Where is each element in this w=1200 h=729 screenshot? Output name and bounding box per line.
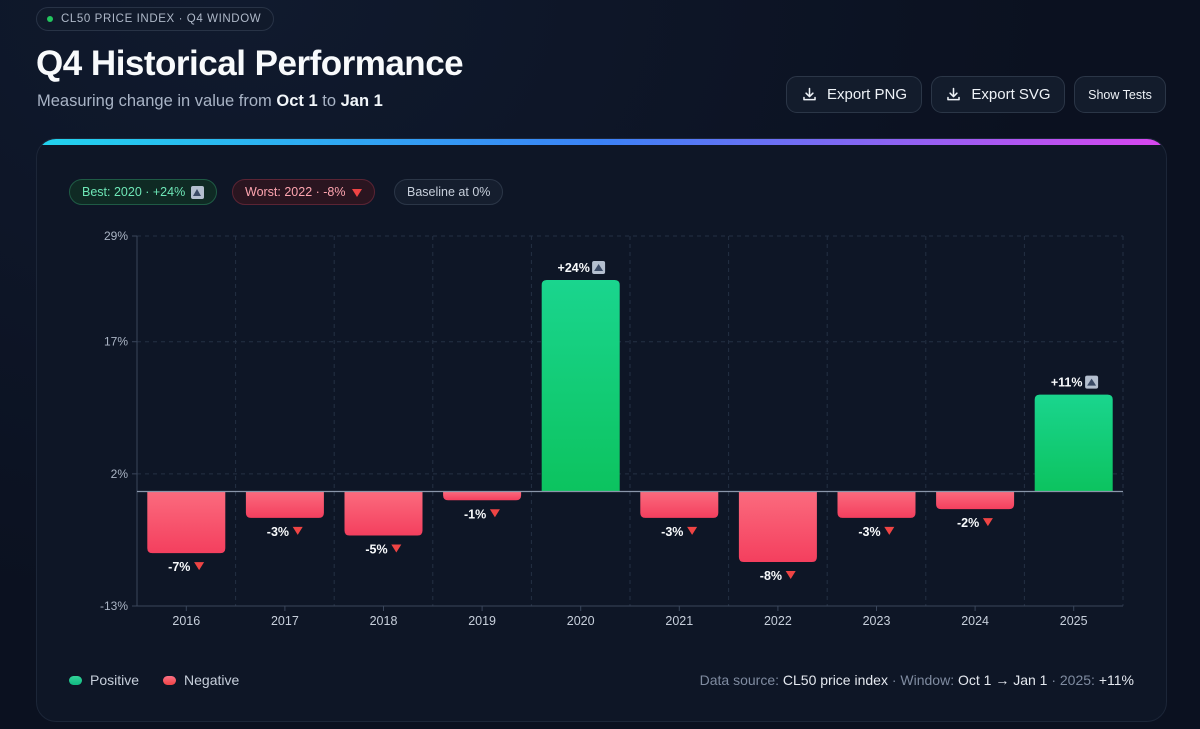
page-subtitle: Measuring change in value from Oct 1 to … <box>37 92 383 111</box>
svg-text:-3%: -3% <box>858 525 880 539</box>
data-label-2016: -7% <box>168 560 205 574</box>
down-arrow-icon <box>982 518 993 527</box>
source-label: Data source: <box>699 672 783 688</box>
data-label-2022: -8% <box>760 569 796 583</box>
page-title: Q4 Historical Performance <box>36 44 464 83</box>
y-tick-label: 29% <box>104 229 128 243</box>
bar-2023[interactable] <box>837 491 916 518</box>
worst-chip: Worst: 2022 · -8% <box>232 179 375 205</box>
bar-2019[interactable] <box>443 491 522 501</box>
x-tick-label: 2025 <box>1060 614 1088 628</box>
svg-text:-8%: -8% <box>760 569 782 583</box>
x-tick-label: 2019 <box>468 614 496 628</box>
show-tests-button[interactable]: Show Tests <box>1074 76 1166 113</box>
status-dot-icon <box>47 16 53 22</box>
bar-2025[interactable] <box>1034 394 1113 492</box>
best-chip: Best: 2020 · +24% <box>69 179 218 205</box>
data-label-2018: -5% <box>365 543 402 557</box>
chart-card: Best: 2020 · +24% Worst: 2022 · -8% Base… <box>36 138 1167 722</box>
download-icon <box>947 87 961 101</box>
data-label-2021: -3% <box>661 525 698 539</box>
latest-value: +11% <box>1098 672 1134 688</box>
up-arrow-glyph <box>594 264 604 272</box>
x-tick-label: 2017 <box>271 614 299 628</box>
gradient-accent-bar <box>37 139 1166 145</box>
index-badge: CL50 PRICE INDEX · Q4 WINDOW <box>36 7 275 31</box>
bar-2020[interactable] <box>541 280 620 492</box>
bar-2017[interactable] <box>245 491 324 518</box>
svg-text:-2%: -2% <box>957 516 979 530</box>
bar-2024[interactable] <box>936 491 1015 510</box>
legend-item-positive: Positive <box>69 672 139 688</box>
x-tick-label: 2016 <box>172 614 200 628</box>
svg-text:-3%: -3% <box>267 525 289 539</box>
subtitle-end-date: Jan 1 <box>340 92 383 110</box>
subtitle-start-date: Oct 1 <box>276 92 318 110</box>
down-arrow-icon <box>391 544 402 553</box>
export-png-label: Export PNG <box>826 86 908 103</box>
svg-text:+11%: +11% <box>1051 376 1083 390</box>
legend-item-negative: Negative <box>163 672 239 688</box>
bar-2018[interactable] <box>344 491 423 536</box>
best-chip-label: Best: 2020 · +24% <box>82 185 186 199</box>
y-tick-label: -13% <box>100 599 128 613</box>
window-label: · Window: <box>887 672 958 688</box>
x-tick-label: 2018 <box>370 614 398 628</box>
data-label-2023: -3% <box>858 525 895 539</box>
up-arrow-icon <box>191 185 205 199</box>
down-arrow-icon <box>194 562 205 571</box>
subtitle-prefix: Measuring change in value from <box>37 92 277 110</box>
x-tick-label: 2023 <box>863 614 891 628</box>
data-label-2025: +11% <box>1051 375 1099 390</box>
bar-2016[interactable] <box>147 491 226 554</box>
bar-2022[interactable] <box>738 491 817 562</box>
export-svg-label: Export SVG <box>971 86 1051 103</box>
down-arrow-icon <box>292 526 303 535</box>
svg-text:-5%: -5% <box>365 543 387 557</box>
window-value: Oct 1 → Jan 1 <box>957 672 1048 688</box>
data-source-footer: Data source: CL50 price index · Window: … <box>700 672 1134 688</box>
index-badge-label: CL50 PRICE INDEX · Q4 WINDOW <box>61 13 262 25</box>
source-value: CL50 price index <box>782 672 888 688</box>
down-arrow-icon <box>884 526 895 535</box>
x-tick-label: 2020 <box>567 614 595 628</box>
x-tick-label: 2022 <box>764 614 792 628</box>
download-icon <box>803 87 816 101</box>
baseline-chip: Baseline at 0% <box>394 179 504 205</box>
export-svg-button[interactable]: Export SVG <box>931 76 1065 113</box>
down-arrow-icon <box>785 570 796 579</box>
export-png-button[interactable]: Export PNG <box>786 76 922 113</box>
legend-positive-label: Positive <box>90 672 140 688</box>
bar-chart: 29% 17% 2% -13% -7% 2016 -3% 2017 -5% 2018 -1% 2019… <box>100 229 1124 628</box>
svg-text:-7%: -7% <box>168 560 190 574</box>
x-tick-label: 2021 <box>665 614 693 628</box>
svg-text:-3%: -3% <box>661 525 683 539</box>
worst-chip-label: Worst: 2022 · -8% <box>245 185 346 199</box>
latest-label: · 2025: <box>1047 672 1099 688</box>
down-arrow-icon <box>489 509 500 518</box>
down-arrow-icon <box>351 188 362 197</box>
negative-swatch-icon <box>163 675 177 685</box>
bar-2021[interactable] <box>640 491 719 518</box>
up-arrow-glyph <box>1087 378 1097 386</box>
data-label-2019: -1% <box>464 507 500 521</box>
legend-negative-label: Negative <box>184 672 240 688</box>
svg-text:+24%: +24% <box>558 261 590 275</box>
baseline-chip-label: Baseline at 0% <box>407 185 491 199</box>
x-tick-label: 2024 <box>961 614 989 628</box>
subtitle-mid: to <box>317 92 341 110</box>
data-label-2020: +24% <box>558 261 606 275</box>
y-tick-label: 17% <box>104 335 128 349</box>
down-arrow-icon <box>687 526 698 535</box>
data-label-2024: -2% <box>957 516 993 530</box>
data-label-2017: -3% <box>267 525 303 539</box>
svg-text:-1%: -1% <box>464 507 486 521</box>
chart-legend: Positive Negative <box>69 672 239 688</box>
positive-swatch-icon <box>69 675 82 685</box>
y-tick-label: 2% <box>111 467 129 481</box>
